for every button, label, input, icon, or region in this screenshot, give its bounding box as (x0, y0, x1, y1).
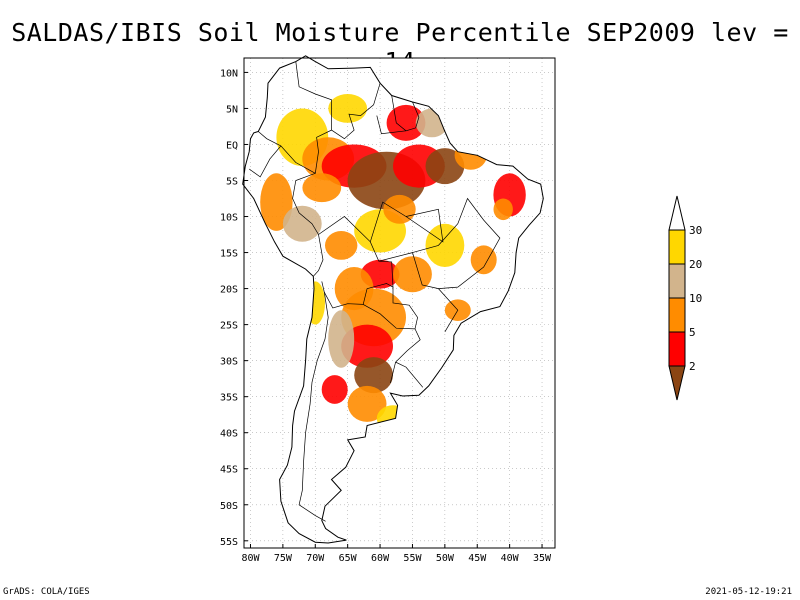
percentile-shading (260, 94, 526, 432)
footer-timestamp: 2021-05-12-19:21 (705, 587, 792, 597)
lat-tick-label: EQ (226, 140, 238, 151)
colorbar-label: 2 (689, 360, 696, 373)
country-border (248, 145, 282, 178)
lon-tick-label: 45W (468, 553, 487, 564)
lat-tick-label: 55S (220, 537, 238, 548)
shading-blob (260, 173, 293, 231)
shading-blob (393, 256, 432, 293)
lon-tick-label: 35W (533, 553, 552, 564)
country-border (331, 83, 381, 140)
lon-tick-label: 65W (339, 553, 358, 564)
lon-tick-label: 75W (274, 553, 293, 564)
lon-tick-label: 70W (306, 553, 325, 564)
lat-tick-label: 25S (220, 321, 238, 332)
shading-blob (347, 385, 387, 422)
country-border (369, 201, 407, 242)
country-border (298, 292, 329, 522)
lat-tick-label: 20S (220, 285, 238, 296)
country-border (394, 328, 424, 388)
plot-frame (243, 57, 556, 549)
colorbar-label: 20 (689, 258, 702, 271)
shading-blob (354, 357, 393, 394)
country-border (391, 95, 420, 132)
lat-tick-label: 15S (220, 249, 238, 260)
colorbar-top-arrow (668, 195, 686, 231)
lon-tick-label: 55W (403, 553, 422, 564)
latitude-labels: 10N 5N EQ 5S 10S 15S 20S 25S 30S 35S 40S 45S 50S 55S (220, 68, 238, 547)
colorbar-label: 5 (689, 326, 696, 339)
lat-tick-label: 30S (220, 357, 238, 368)
lat-tick-label: 10N (220, 68, 238, 79)
lon-tick-label: 50W (436, 553, 455, 564)
country-border (363, 287, 418, 330)
shading-blob (341, 324, 393, 368)
lat-tick-label: 5N (226, 104, 238, 115)
lon-tick-label: 60W (371, 553, 390, 564)
colorbar-segment (668, 263, 686, 299)
lat-tick-label: 40S (220, 429, 238, 440)
shading-blob (383, 194, 416, 224)
shading-blob (328, 94, 368, 123)
colorbar-segment (668, 297, 686, 333)
lat-tick-label: 35S (220, 393, 238, 404)
colorbar-bottom-arrow (668, 365, 686, 401)
shading-blob (328, 310, 355, 368)
shading-blob (321, 375, 348, 404)
lat-tick-label: 50S (220, 501, 238, 512)
shading-blob (325, 231, 358, 260)
shading-blob (493, 198, 513, 221)
map-title: SALDAS/IBIS Soil Moisture Percentile SEP… (11, 18, 789, 76)
country-border (376, 115, 407, 135)
country-border (258, 61, 332, 174)
lat-tick-label: 10S (220, 213, 238, 224)
footer-credit: GrADS: COLA/IGES (3, 587, 90, 597)
country-border (412, 197, 501, 289)
colorbar-segment (668, 331, 686, 367)
lat-tick-label: 45S (220, 465, 238, 476)
country-border (378, 252, 459, 332)
lon-tick-label: 40W (501, 553, 520, 564)
shading-blob (282, 205, 322, 242)
colorbar-label: 10 (689, 292, 702, 305)
lon-tick-label: 80W (241, 553, 260, 564)
country-border (405, 208, 444, 243)
colorbar: 30 20 10 5 2 (668, 195, 702, 401)
country-borders (248, 61, 501, 522)
colorbar-label: 30 (689, 224, 702, 237)
country-border (292, 172, 324, 277)
shading-blob (470, 245, 497, 275)
colorbar-segment (668, 229, 686, 265)
longitude-labels: 80W 75W 70W 65W 60W 55W 50W 45W 40W 35W (241, 553, 552, 564)
country-border (390, 362, 396, 384)
lat-tick-label: 5S (226, 177, 238, 188)
shading-blob (425, 148, 465, 185)
shading-blob (302, 173, 342, 203)
coastline (242, 55, 544, 544)
shading-blob (425, 223, 465, 267)
